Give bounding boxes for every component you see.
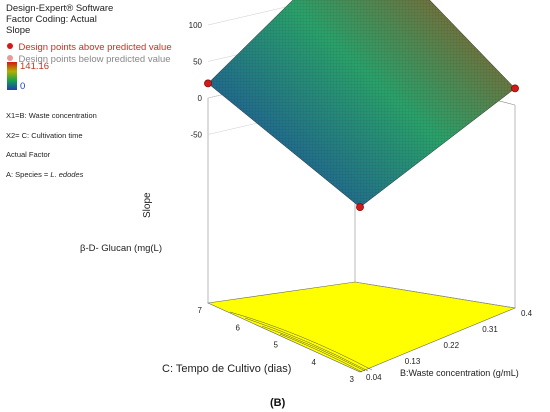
response-name: Slope: [6, 25, 31, 36]
color-max-label: 141.16: [20, 61, 50, 72]
z-axis-ticks: 150100500-50: [189, 21, 203, 140]
z-tick-3: 0: [198, 94, 203, 103]
y-tick-0: 3: [350, 375, 355, 384]
x-axis-label: B:Waste concentration (g/mL): [400, 368, 519, 378]
surface-mesh: [208, 0, 515, 208]
z-axis-label: Slope: [142, 192, 153, 218]
x-tick-3: 0.31: [482, 325, 498, 334]
actual-factor-label: Actual Factor: [6, 150, 51, 159]
x-axis-ticks: 0.04 0.13 0.22 0.31 0.4: [366, 309, 533, 382]
species-label: A: Species = L. edodes: [6, 170, 84, 179]
y-tick-3: 6: [236, 323, 241, 332]
y-tick-4: 7: [198, 306, 203, 315]
side-label: β-D- Glucan (mg(L): [80, 243, 162, 254]
z-tick-4: -50: [190, 131, 202, 140]
color-scale-bar: [7, 62, 17, 90]
point-below-icon: [7, 54, 13, 61]
factor-x2: X2= C: Cultivation time: [6, 131, 83, 140]
x-tick-2: 0.22: [444, 341, 460, 350]
design-point-0: [356, 203, 364, 212]
design-point-3: [204, 79, 212, 88]
x-tick-4: 0.4: [521, 309, 533, 318]
floor-contours: [229, 311, 373, 373]
point-above-icon: [7, 42, 13, 49]
x-tick-0: 0.04: [366, 373, 382, 382]
y-axis-ticks: 3 4 5 6 7: [198, 306, 355, 384]
caption: (B): [270, 397, 286, 409]
factor-x1: X1=B: Waste concentration: [6, 111, 97, 120]
z-gridline-1: [207, 0, 318, 26]
y-axis-label: C: Tempo de Cultivo (dias): [162, 363, 291, 375]
z-tick-2: 50: [193, 58, 202, 67]
legend-below: Design points below predicted value: [6, 49, 171, 67]
z-tick-1: 100: [189, 21, 203, 30]
design-points: [204, 79, 519, 212]
software-title: Design-Expert® Software: [6, 3, 114, 14]
y-tick-1: 4: [312, 358, 317, 367]
color-min-label: 0: [20, 81, 26, 92]
factor-coding: Factor Coding: Actual: [6, 14, 97, 25]
design-point-1: [511, 84, 519, 93]
x-tick-1: 0.13: [405, 357, 421, 366]
floor-plane: [206, 281, 517, 373]
y-tick-2: 5: [274, 341, 279, 350]
legend-above: Design points above predicted value: [6, 37, 172, 55]
